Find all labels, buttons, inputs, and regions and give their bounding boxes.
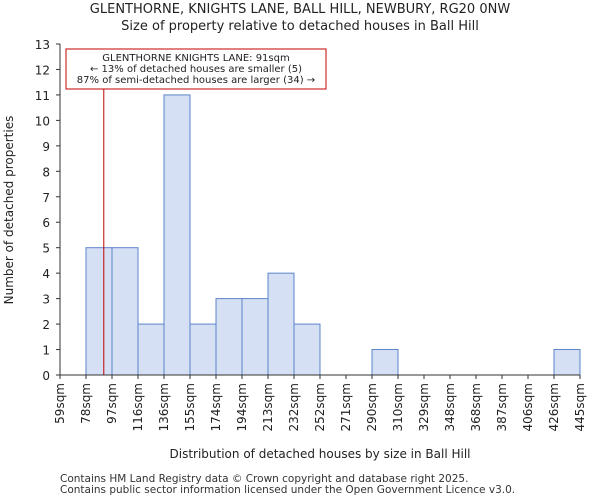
- histogram-bar: [553, 349, 581, 376]
- histogram-bar: [111, 247, 139, 376]
- annotation-line-3: 87% of semi-detached houses are larger (…: [77, 75, 315, 86]
- histogram-bar: [241, 298, 269, 376]
- y-tick-label: 4: [42, 267, 50, 281]
- x-tick-label: 97sqm: [105, 383, 119, 424]
- x-tick-label: 232sqm: [287, 383, 301, 431]
- histogram-bar: [371, 349, 399, 376]
- y-tick-label: 2: [42, 318, 50, 332]
- y-tick-label: 0: [42, 369, 50, 383]
- x-tick-label: 116sqm: [131, 383, 145, 431]
- x-tick-label: 348sqm: [443, 383, 457, 431]
- chart-title: GLENTHORNE, KNIGHTS LANE, BALL HILL, NEW…: [89, 2, 511, 17]
- y-tick-label: 12: [35, 63, 50, 77]
- x-tick-label: 290sqm: [365, 383, 379, 431]
- chart-subtitle: Size of property relative to detached ho…: [121, 19, 479, 34]
- histogram-bar: [267, 272, 295, 376]
- annotation-box: [65, 48, 327, 90]
- y-axis-label: Number of detached properties: [2, 116, 16, 305]
- y-tick-label: 7: [42, 191, 50, 205]
- y-tick-label: 10: [35, 114, 50, 128]
- histogram-bar: [163, 94, 191, 376]
- footer-line-1: Contains HM Land Registry data © Crown c…: [60, 473, 469, 485]
- x-tick-label: 174sqm: [209, 383, 223, 431]
- y-tick-label: 5: [42, 242, 50, 256]
- y-tick-label: 9: [42, 140, 50, 154]
- y-tick-label: 1: [42, 344, 50, 358]
- annotation-line-1: GLENTHORNE KNIGHTS LANE: 91sqm: [102, 53, 289, 64]
- histogram-bar: [215, 298, 243, 376]
- y-tick-label: 6: [42, 216, 50, 230]
- x-tick-label: 252sqm: [313, 383, 327, 431]
- x-tick-label: 59sqm: [53, 383, 67, 424]
- y-tick-label: 8: [42, 165, 50, 179]
- footer-line-2: Contains public sector information licen…: [60, 484, 516, 496]
- x-tick-label: 194sqm: [235, 383, 249, 431]
- y-tick-label: 11: [35, 89, 50, 103]
- histogram-bar: [137, 323, 165, 376]
- x-tick-label: 136sqm: [157, 383, 171, 431]
- histogram-bar: [293, 323, 321, 376]
- x-tick-label: 310sqm: [391, 383, 405, 431]
- histogram-bar: [85, 247, 113, 376]
- x-tick-label: 368sqm: [469, 383, 483, 431]
- x-axis-label: Distribution of detached houses by size …: [170, 447, 471, 461]
- y-tick-label: 13: [35, 38, 50, 52]
- x-tick-label: 78sqm: [79, 383, 93, 424]
- x-tick-label: 213sqm: [261, 383, 275, 431]
- annotation-line-2: ← 13% of detached houses are smaller (5): [90, 64, 302, 75]
- histogram-bar: [189, 323, 217, 376]
- x-tick-label: 271sqm: [339, 383, 353, 431]
- y-tick-label: 3: [42, 293, 50, 307]
- x-tick-label: 426sqm: [547, 383, 561, 431]
- x-tick-label: 406sqm: [521, 383, 535, 431]
- x-tick-label: 329sqm: [417, 383, 431, 431]
- x-tick-label: 387sqm: [495, 383, 509, 431]
- x-tick-label: 445sqm: [573, 383, 587, 431]
- x-tick-label: 155sqm: [183, 383, 197, 431]
